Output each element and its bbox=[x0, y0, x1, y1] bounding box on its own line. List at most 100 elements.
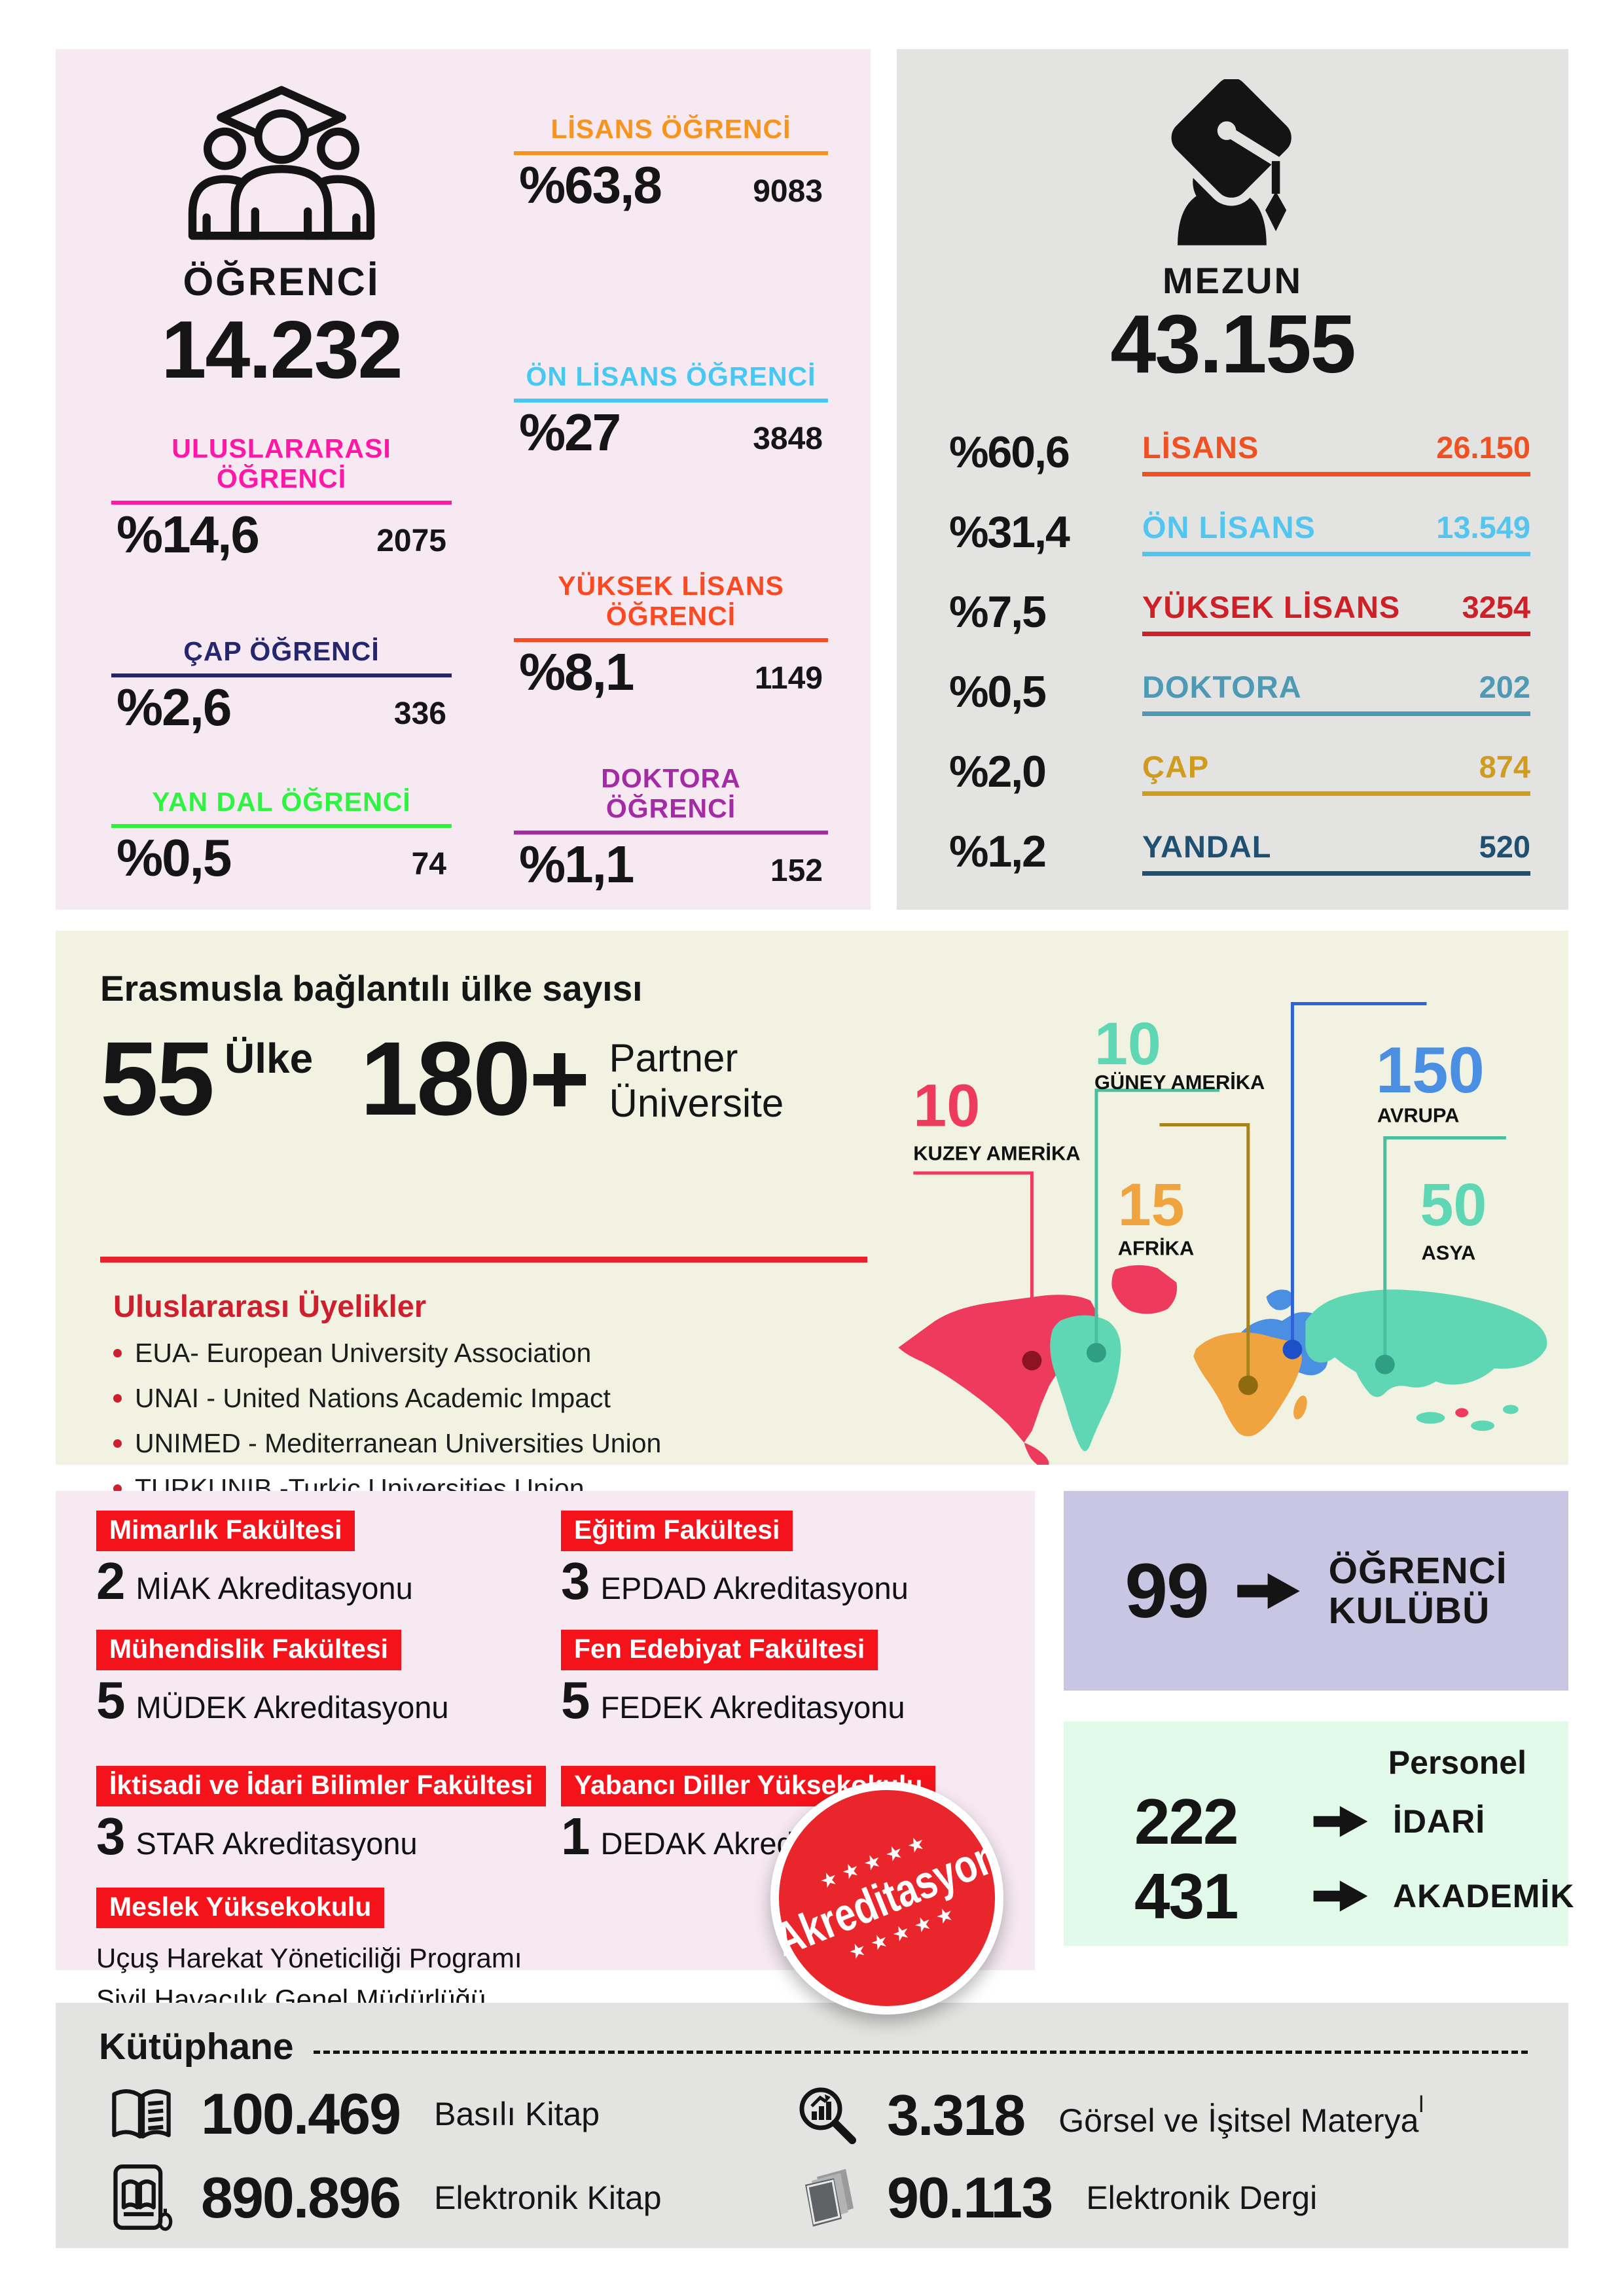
people-graduate-icon bbox=[188, 86, 375, 240]
stat-yukseklisans-students: YÜKSEK LİSANS ÖĞRENCİ %8,1 1149 bbox=[514, 571, 828, 701]
search-chart-icon bbox=[799, 2087, 856, 2144]
graduates-panel: MEZUN 43.155 %60,6 LİSANS 26.150 %31,4 ÖN… bbox=[897, 49, 1568, 910]
accreditation-entry: Fen Edebiyat Fakültesi 5 FEDEK Akreditasy… bbox=[561, 1630, 1019, 1727]
personnel-title: Personel bbox=[1388, 1744, 1526, 1781]
faculty-badge: Mimarlık Fakültesi bbox=[96, 1511, 355, 1551]
stat-percent: %14,6 bbox=[117, 505, 260, 564]
divider bbox=[514, 830, 828, 834]
faculty-badge: Mühendislik Fakültesi bbox=[96, 1630, 402, 1670]
stat-onlisans-students: ÖN LİSANS ÖĞRENCİ %27 3848 bbox=[514, 361, 828, 458]
accreditation-entry: Mimarlık Fakültesi 2 MİAK Akreditasyonu bbox=[96, 1511, 554, 1607]
faculty-badge: Eğitim Fakültesi bbox=[561, 1511, 793, 1551]
stat-count: 1149 bbox=[754, 660, 823, 696]
faculty-badge: Fen Edebiyat Fakültesi bbox=[561, 1630, 878, 1670]
divider bbox=[1142, 632, 1530, 636]
accreditation-entry: Mühendislik Fakültesi 5 MÜDEK Akreditasyo… bbox=[96, 1630, 554, 1727]
map-continents bbox=[898, 1265, 1547, 1465]
divider bbox=[111, 823, 452, 828]
journals-icon bbox=[805, 2169, 854, 2227]
north-america-shape bbox=[898, 1295, 1098, 1443]
divider bbox=[111, 500, 452, 505]
arrow-right-icon bbox=[1313, 1880, 1368, 1912]
stat-count: 74 bbox=[411, 846, 446, 882]
library-panel: Kütüphane 100.469 Basılı Kitap 890.896 bbox=[56, 2003, 1568, 2248]
erasmus-title: Erasmusla bağlantılı ülke sayısı bbox=[100, 968, 643, 1009]
dashed-divider bbox=[313, 2050, 1528, 2054]
madagascar-shape bbox=[1293, 1395, 1307, 1420]
stat-count: 9083 bbox=[753, 173, 823, 209]
stat-count: 152 bbox=[770, 853, 823, 888]
clubs-count: 99 bbox=[1125, 1547, 1209, 1634]
students-title: ÖĞRENCİ bbox=[183, 260, 380, 304]
region-value: 150 bbox=[1376, 1034, 1485, 1107]
region-label: KUZEY AMERİKA bbox=[913, 1141, 1080, 1164]
bullet-icon bbox=[113, 1484, 122, 1493]
erasmus-countries-label: Ülke bbox=[224, 1035, 314, 1082]
stat-percent: %8,1 bbox=[519, 642, 634, 701]
accreditation-entry: İktisadi ve İdari Bilimler Fakültesi 3 ST… bbox=[96, 1766, 554, 1863]
students-panel: ÖĞRENCİ 14.232 ULUSLARARASI ÖĞRENCİ %14,6… bbox=[56, 49, 871, 910]
scandinavia-shape bbox=[1266, 1289, 1293, 1310]
library-item-ejournals: 90.113 Elektronik Dergi bbox=[791, 2164, 1317, 2232]
region-label: GÜNEY AMERİKA bbox=[1094, 1071, 1265, 1094]
divider bbox=[1142, 871, 1530, 876]
list-item: UNAI - United Nations Academic Impact bbox=[113, 1383, 661, 1414]
stat-cap-students: ÇAP ÖĞRENCİ %2,6 336 bbox=[111, 636, 452, 736]
personnel-row: 431 AKADEMİK bbox=[1134, 1860, 1575, 1932]
greenland-shape bbox=[1111, 1265, 1178, 1314]
stat-count: 336 bbox=[393, 696, 446, 731]
bullet-icon bbox=[113, 1394, 122, 1403]
stat-yandal-students: YAN DAL ÖĞRENCİ %0,5 74 bbox=[111, 787, 452, 884]
arrow-right-icon bbox=[1313, 1806, 1368, 1837]
stat-percent: %2,6 bbox=[117, 677, 232, 736]
map-dots bbox=[1022, 1339, 1395, 1395]
graduate-row: %2,0 ÇAP 874 bbox=[949, 746, 1530, 797]
stat-percent: %63,8 bbox=[519, 155, 662, 214]
erasmus-countries-value: 55 bbox=[100, 1020, 215, 1137]
map-leader-lines bbox=[913, 1001, 1506, 1386]
stat-percent: %1,1 bbox=[519, 834, 634, 893]
faculty-badge: Meslek Yüksekokulu bbox=[96, 1888, 385, 1928]
divider bbox=[514, 398, 828, 403]
graduate-row: %60,6 LİSANS 26.150 bbox=[949, 427, 1530, 477]
clubs-label: ÖĞRENCİ KULÜBÜ bbox=[1328, 1550, 1507, 1632]
library-item-audiovisual: 3.318 Görsel ve İşitsel Materyal bbox=[791, 2083, 1424, 2148]
erasmus-partners-value: 180+ bbox=[360, 1020, 590, 1137]
students-summary: ÖĞRENCİ 14.232 bbox=[56, 49, 507, 391]
graduate-row: %31,4 ÖN LİSANS 13.549 bbox=[949, 507, 1530, 557]
list-item: UNIMED - Mediterranean Universities Unio… bbox=[113, 1428, 661, 1459]
region-value: 50 bbox=[1420, 1172, 1487, 1238]
south-america-shape bbox=[1050, 1315, 1121, 1452]
library-item-printed-books: 100.469 Basılı Kitap bbox=[105, 2083, 600, 2145]
asia-shape bbox=[1305, 1289, 1547, 1397]
arrow-right-icon bbox=[1236, 1573, 1300, 1609]
divider bbox=[514, 151, 828, 155]
accreditation-stamp: ★★★★★ Akreditasyon ★★★★★ bbox=[768, 1782, 1006, 2015]
region-label: AFRİKA bbox=[1118, 1237, 1194, 1260]
island-shape bbox=[1455, 1408, 1469, 1418]
divider bbox=[1142, 791, 1530, 796]
faculty-badge: İktisadi ve İdari Bilimler Fakültesi bbox=[96, 1766, 547, 1806]
bullet-icon bbox=[113, 1349, 122, 1357]
divider bbox=[111, 673, 452, 677]
open-book-icon bbox=[112, 2089, 171, 2139]
erasmus-partners-label: Partner Üniversite bbox=[609, 1036, 784, 1125]
stat-count: 3848 bbox=[753, 421, 823, 456]
divider bbox=[1142, 472, 1530, 476]
accreditation-panel: Mimarlık Fakültesi 2 MİAK Akreditasyonu M… bbox=[56, 1491, 1035, 2056]
erasmus-panel: Erasmusla bağlantılı ülke sayısı 55 Ülke… bbox=[56, 931, 1568, 1594]
region-label: AVRUPA bbox=[1377, 1104, 1460, 1127]
world-map: 10 KUZEY AMERİKA 10 GÜNEY AMERİKA 15 AFR… bbox=[898, 1001, 1547, 1465]
island-shape bbox=[1502, 1405, 1519, 1414]
stat-lisans-students: LİSANS ÖĞRENCİ %63,8 9083 bbox=[514, 114, 828, 214]
island-shape bbox=[1416, 1412, 1445, 1424]
central-america-shape bbox=[1024, 1443, 1049, 1465]
graduate-row: %7,5 YÜKSEK LİSANS 3254 bbox=[949, 586, 1530, 637]
graduates-breakdown: %60,6 LİSANS 26.150 %31,4 ÖN LİSANS 13.549… bbox=[949, 413, 1530, 876]
stat-international-students: ULUSLARARASI ÖĞRENCİ %14,6 2075 bbox=[111, 433, 452, 564]
students-total: 14.232 bbox=[161, 305, 403, 395]
library-title: Kütüphane bbox=[99, 2026, 294, 2068]
personnel-row: 222 İDARİ bbox=[1134, 1785, 1486, 1857]
divider bbox=[1142, 711, 1530, 716]
region-value: 10 bbox=[913, 1073, 980, 1139]
